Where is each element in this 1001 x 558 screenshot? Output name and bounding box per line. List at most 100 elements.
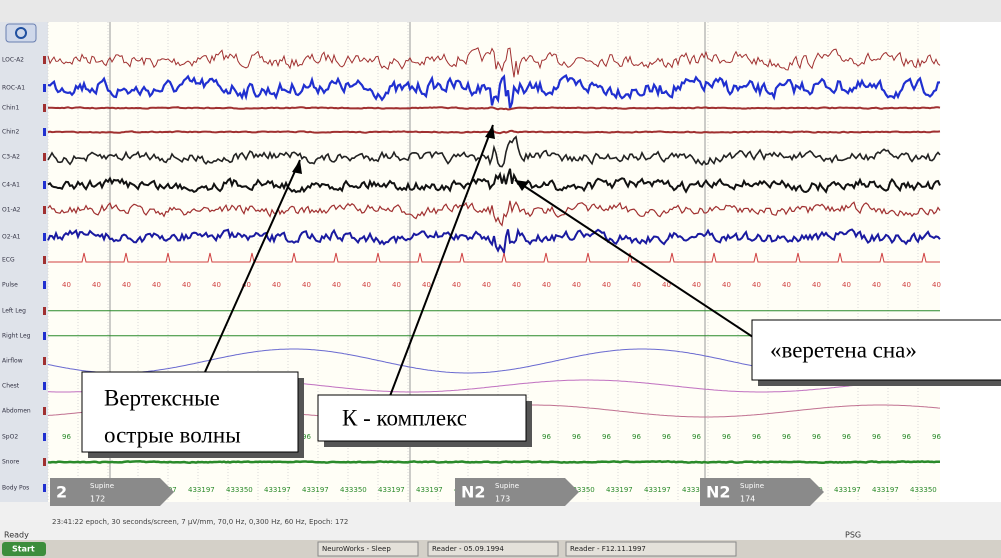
spo2-readout: 96 — [632, 433, 641, 441]
pulse-readout: 40 — [542, 281, 551, 289]
pulse-readout: 40 — [482, 281, 491, 289]
channel-label: C4-A1 — [2, 182, 20, 189]
annotation-box — [751, 319, 1001, 381]
body-position-code: 433350 — [568, 486, 595, 494]
spo2-readout: 96 — [902, 433, 911, 441]
task-items: NeuroWorks - Sleep Reader - 05.09.1994 Rea… — [317, 541, 737, 557]
spo2-readout: 96 — [302, 433, 311, 441]
pulse-readout: 40 — [602, 281, 611, 289]
stage-epoch: 173 — [495, 495, 510, 504]
annotation-box — [81, 371, 299, 453]
waveform — [47, 460, 940, 465]
annotation-text: Вертексные — [104, 385, 220, 410]
pulse-readout: 40 — [722, 281, 731, 289]
start-label: Start — [12, 545, 35, 554]
channel-marker — [43, 357, 46, 365]
waveform — [47, 129, 941, 135]
pulse-readout: 40 — [332, 281, 341, 289]
waveform — [47, 200, 941, 227]
stage-label: 2 — [56, 483, 67, 502]
spo2-readout: 96 — [542, 433, 551, 441]
channel-label: Left Leg — [2, 308, 26, 315]
pulse-readout: 40 — [752, 281, 761, 289]
pulse-readout: 40 — [302, 281, 311, 289]
stage-epoch: 172 — [90, 495, 105, 504]
channel-marker — [43, 233, 46, 241]
task-item[interactable] — [317, 541, 419, 557]
pulse-readout: 40 — [422, 281, 431, 289]
status-area — [0, 502, 1001, 540]
body-position-code: 433197 — [264, 486, 291, 494]
task-item[interactable] — [565, 541, 737, 557]
pulse-readout: 40 — [932, 281, 941, 289]
channel-label: ROC-A1 — [2, 85, 25, 92]
arrow — [389, 124, 494, 397]
channel-label: Chest — [2, 383, 20, 390]
channel-label: O1-A2 — [2, 207, 21, 214]
body-position-code: 433197 — [872, 486, 899, 494]
pulse-readout: 40 — [362, 281, 371, 289]
spo2-readout: 96 — [842, 433, 851, 441]
channel-label: Airflow — [2, 358, 23, 365]
stage-position: Supine — [90, 482, 114, 490]
start-button[interactable] — [2, 542, 46, 556]
channel-label: O2-A1 — [2, 234, 21, 241]
pulse-readout: 40 — [812, 281, 821, 289]
annotation-box — [317, 394, 527, 442]
body-position-code: 433350 — [910, 486, 937, 494]
body-position-code: 433197 — [416, 486, 443, 494]
arrow-head — [292, 160, 302, 174]
arrow-head — [485, 125, 495, 139]
channel-marker — [43, 382, 46, 390]
channel-marker — [43, 281, 46, 289]
body-position-code: 433197 — [378, 486, 405, 494]
channel-marker — [43, 307, 46, 315]
pulse-readout: 40 — [452, 281, 461, 289]
stage-position: Supine — [740, 482, 764, 490]
spo2-readout: 96 — [812, 433, 821, 441]
spo2-readout: 96 — [692, 433, 701, 441]
task-label: Reader - F12.11.1997 — [570, 545, 646, 553]
traces: 40 96 40 96 40 96 40 96 40 96 40 96 40 96 40 96 40 96 40 96… — [47, 47, 941, 494]
spo2-readout: 96 — [932, 433, 941, 441]
waveform — [48, 106, 941, 111]
channel-label: Body Pos — [2, 485, 29, 492]
pulse-readout: 40 — [152, 281, 161, 289]
channel-label: Chin1 — [2, 105, 19, 112]
body-position-code: 433350 — [226, 486, 253, 494]
pulse-readout: 40 — [872, 281, 881, 289]
pulse-readout: 40 — [572, 281, 581, 289]
annotations: Вертексные острые волны К - комплекс «ве… — [81, 124, 1001, 458]
channel-marker — [43, 153, 46, 161]
body-position-code: 433197 — [606, 486, 633, 494]
arrow-head — [515, 180, 529, 191]
toolbar-button[interactable] — [5, 23, 37, 43]
channel-labels: LOC-A2 ROC-A1 Chin1 Chin2 C3-A2 C4-A1 O1-A2 O2-… — [2, 56, 46, 492]
channel-label: ECG — [2, 257, 15, 264]
body-position-code: 433197 — [302, 486, 329, 494]
channel-marker — [43, 84, 46, 92]
channel-marker — [43, 104, 46, 112]
channel-label: Abdomen — [2, 408, 31, 415]
status-left: Ready — [4, 531, 29, 540]
stage-marker — [50, 478, 174, 506]
spo2-readout: 96 — [572, 433, 581, 441]
channel-marker — [43, 56, 46, 64]
pulse-readout: 40 — [62, 281, 71, 289]
arrow — [514, 179, 766, 346]
pulse-readout: 40 — [122, 281, 131, 289]
pulse-readout: 40 — [92, 281, 101, 289]
body-position-code: 433197 — [834, 486, 861, 494]
channel-label: Chin2 — [2, 129, 19, 136]
pulse-readout: 40 — [182, 281, 191, 289]
pulse-readout: 40 — [392, 281, 401, 289]
channel-marker — [43, 458, 46, 466]
pulse-readout: 40 — [842, 281, 851, 289]
stage-markers: 2 Supine 172 N2 Supine 173 N2 Supine 174 — [50, 478, 824, 506]
channel-marker — [43, 128, 46, 136]
annotation-text: «веретена сна» — [770, 337, 917, 362]
channel-marker — [43, 484, 46, 492]
task-item[interactable] — [427, 541, 559, 557]
